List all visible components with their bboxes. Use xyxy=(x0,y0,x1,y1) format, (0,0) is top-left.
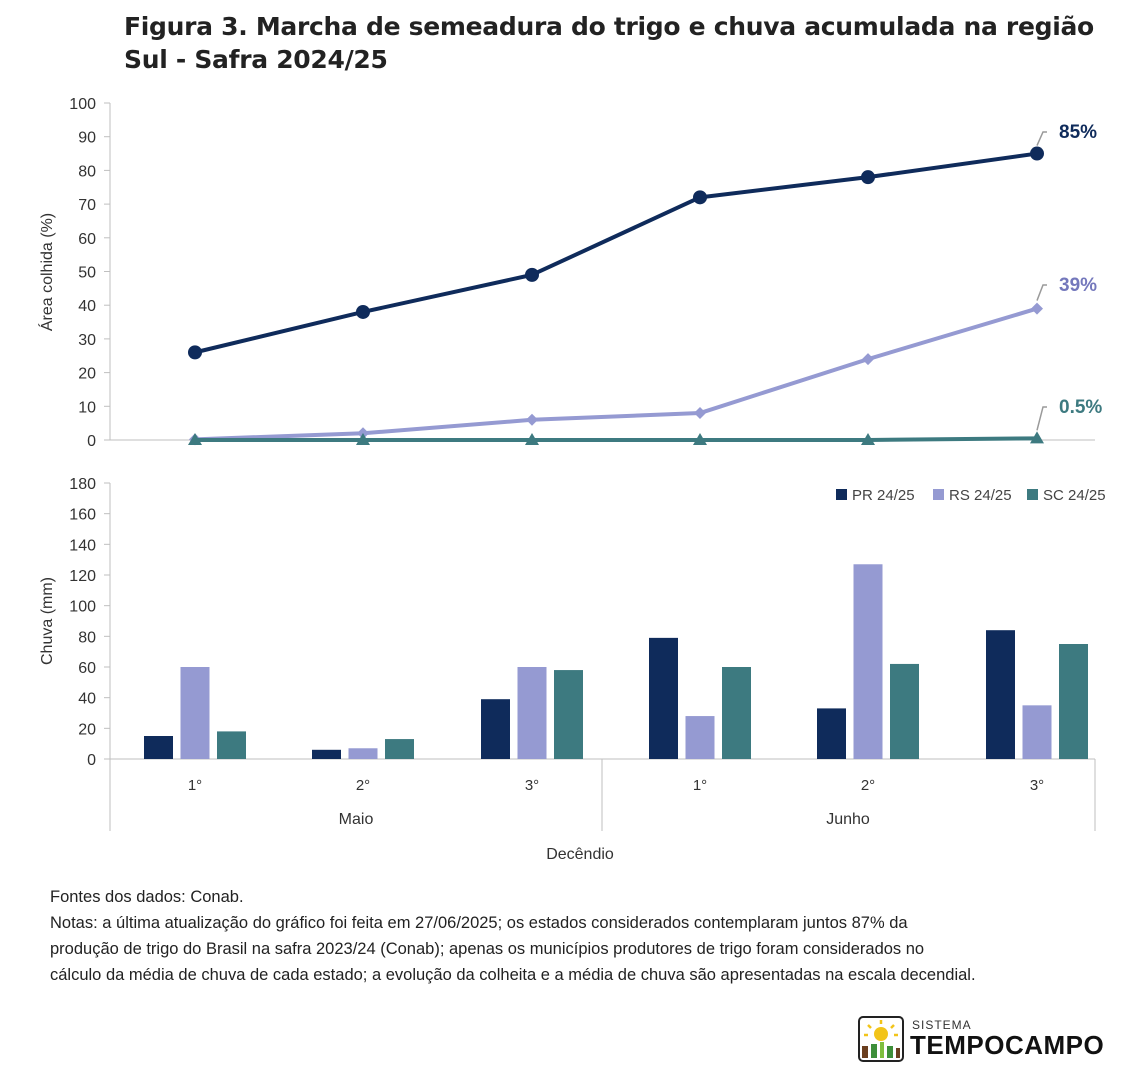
data-point-rs xyxy=(694,407,706,420)
notes-line: Notas: a última atualização do gráfico f… xyxy=(50,914,908,932)
bar-chart-bars xyxy=(144,564,1088,759)
bar-pr xyxy=(817,708,846,759)
x-group-label: Junho xyxy=(826,811,870,828)
data-point-sc xyxy=(188,433,202,445)
bar-chart-legend: PR 24/25 RS 24/25 SC 24/25 xyxy=(836,487,1106,504)
data-point-rs xyxy=(862,353,874,366)
series-line-pr xyxy=(194,151,1038,355)
legend-swatch xyxy=(836,489,847,500)
bar-sc xyxy=(890,663,919,759)
bar-pr xyxy=(649,637,678,759)
bar-pr xyxy=(312,749,341,759)
y-tick-label: 100 xyxy=(69,599,96,616)
x-tick-label: 2° xyxy=(356,777,370,794)
bar-rs xyxy=(348,748,378,759)
bar-pr xyxy=(144,736,173,759)
tempocampo-logo: SISTEMA TEMPOCAMPO xyxy=(858,1016,1118,1064)
line-chart-axes: 0 10 20 30 40 50 60 70 80 90 100 xyxy=(69,96,1095,450)
series-line-rs xyxy=(194,306,1038,442)
y-tick-label: 0 xyxy=(87,433,96,450)
notes-line: produção de trigo do Brasil na safra 202… xyxy=(50,940,925,958)
data-point-pr xyxy=(356,304,370,319)
bar-rs xyxy=(853,564,883,759)
bar-rs xyxy=(1022,705,1052,759)
data-point-rs xyxy=(1031,302,1043,315)
line-chart-series: 85% 39% 0.5% xyxy=(188,122,1102,446)
y-tick-label: 60 xyxy=(78,660,96,677)
end-label-pr: 85% xyxy=(1059,122,1097,143)
bar-chart-axes: 0 20 40 60 80 100 120 140 160 180 1° 2° 3° 1° 2° 3° Maio… xyxy=(69,476,1096,831)
data-point-pr xyxy=(525,267,539,282)
bar-sc xyxy=(722,667,751,759)
y-tick-label: 70 xyxy=(78,197,96,214)
y-tick-label: 30 xyxy=(78,332,96,349)
notes-block: Fontes dos dados: Conab. Notas: a última… xyxy=(50,884,1130,988)
end-label-leader xyxy=(1036,406,1047,431)
x-tick-label: 3° xyxy=(525,777,539,794)
bar-chart-y-axis-label: Chuva (mm) xyxy=(39,577,56,665)
y-tick-label: 40 xyxy=(78,691,96,708)
y-tick-label: 50 xyxy=(78,265,96,282)
legend-swatch xyxy=(1027,489,1038,500)
bar-rs xyxy=(180,667,210,759)
series-line-sc xyxy=(195,436,1038,442)
end-label-sc: 0.5% xyxy=(1059,397,1102,418)
x-tick-label: 2° xyxy=(861,777,875,794)
y-tick-label: 90 xyxy=(78,130,96,147)
y-tick-label: 120 xyxy=(69,568,96,585)
y-tick-label: 0 xyxy=(87,752,96,769)
data-point-sc xyxy=(356,433,370,445)
logo-brand-text: TEMPOCAMPO xyxy=(910,1030,1105,1060)
x-tick-label: 1° xyxy=(188,777,202,794)
data-point-sc xyxy=(1030,431,1044,444)
rain-bar-chart: 0 20 40 60 80 100 120 140 160 180 1° 2° 3° 1° 2° 3° Maio… xyxy=(39,476,1106,863)
end-label-leader xyxy=(1036,131,1047,146)
logo-small-text: SISTEMA xyxy=(912,1018,972,1032)
line-chart-y-axis-label: Área colhida (%) xyxy=(37,213,56,331)
y-tick-label: 100 xyxy=(69,96,96,113)
data-point-rs xyxy=(526,413,538,426)
y-tick-label: 40 xyxy=(78,298,96,315)
bar-rs xyxy=(685,716,715,759)
legend-swatch xyxy=(933,489,944,500)
y-tick-label: 140 xyxy=(69,537,96,554)
bar-sc xyxy=(385,739,414,759)
data-point-pr xyxy=(188,345,202,360)
y-tick-label: 80 xyxy=(78,629,96,646)
x-tick-label: 1° xyxy=(693,777,707,794)
x-tick-label: 3° xyxy=(1030,777,1044,794)
data-point-sc xyxy=(525,433,539,445)
end-label-rs: 39% xyxy=(1059,275,1097,296)
bar-pr xyxy=(986,630,1015,759)
data-point-sc xyxy=(693,433,707,445)
data-point-pr xyxy=(1030,146,1044,161)
notes-source: Fontes dos dados: Conab. xyxy=(50,888,244,906)
bar-sc xyxy=(554,670,583,759)
y-tick-label: 10 xyxy=(78,399,96,416)
end-label-leader xyxy=(1036,284,1047,301)
y-tick-label: 160 xyxy=(69,507,96,524)
y-tick-label: 20 xyxy=(78,366,96,383)
y-tick-label: 80 xyxy=(78,163,96,180)
data-point-pr xyxy=(861,170,875,185)
y-tick-label: 180 xyxy=(69,476,96,493)
y-tick-label: 20 xyxy=(78,721,96,738)
notes-line: cálculo da média de chuva de cada estado… xyxy=(50,966,976,984)
chart-title: Figura 3. Marcha de semeadura do trigo e… xyxy=(124,12,1094,74)
bar-sc xyxy=(1059,644,1088,759)
bar-rs xyxy=(517,667,547,759)
legend-label: PR 24/25 xyxy=(852,487,915,504)
sun-field-logo-icon xyxy=(858,1016,904,1062)
data-point-pr xyxy=(693,190,707,205)
data-point-sc xyxy=(861,433,875,445)
x-group-label: Maio xyxy=(339,811,374,828)
bar-pr xyxy=(481,699,510,759)
bar-chart-x-axis-label: Decêndio xyxy=(546,846,614,863)
y-tick-label: 60 xyxy=(78,231,96,248)
legend-label: SC 24/25 xyxy=(1043,487,1106,504)
legend-label: RS 24/25 xyxy=(949,487,1012,504)
bar-sc xyxy=(217,731,246,759)
